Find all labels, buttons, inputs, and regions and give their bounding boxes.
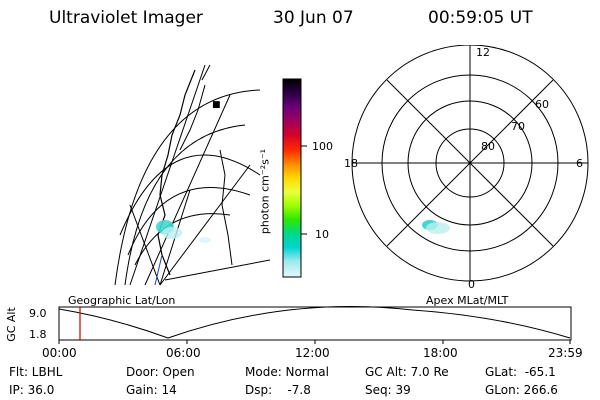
timeline-xtick-1800: 18:00 [423, 346, 458, 360]
instrument-title: Ultraviolet Imager [49, 8, 203, 28]
info-glon: GLon: 266.6 [485, 383, 558, 397]
colorbar-tick-100: 100 [312, 140, 333, 153]
mlt-label-18: 18 [344, 157, 358, 170]
timeline-xtick-1200: 12:00 [295, 346, 330, 360]
info-ip: IP: 36.0 [9, 383, 55, 397]
colorbar [282, 78, 307, 278]
time-label: 00:59:05 UT [428, 8, 533, 28]
right-projection-label: Apex MLat/MLT [426, 294, 509, 307]
info-gc-alt: GC Alt: 7.0 Re [365, 365, 449, 379]
info-gain: Gain: 14 [126, 383, 177, 397]
timeline-xtick-0600: 06:00 [166, 346, 201, 360]
timeline-xtick-0000: 00:00 [42, 346, 77, 360]
info-door: Door: Open [126, 365, 195, 379]
lat-label-60: 60 [535, 98, 549, 111]
map-dot: ■ [212, 100, 221, 110]
colorbar-tick-10: 10 [315, 228, 329, 241]
lat-label-80: 80 [481, 140, 495, 153]
lat-label-70: 70 [511, 120, 525, 133]
geographic-map [114, 64, 270, 286]
date-label: 30 Jun 07 [273, 8, 354, 28]
info-flt: Flt: LBHL [9, 365, 63, 379]
timeline-ytick-1-8: 1.8 [29, 328, 47, 341]
info-seq: Seq: 39 [365, 383, 411, 397]
mlt-label-6: 6 [576, 157, 583, 170]
colorbar-unit-label: photon cm⁻²s⁻¹ [258, 148, 272, 235]
info-mode: Mode: Normal [245, 365, 329, 379]
mlt-label-12: 12 [476, 46, 490, 59]
mlt-label-0: 0 [468, 278, 475, 291]
info-dsp: Dsp: -7.8 [245, 383, 311, 397]
timeline-axis-label: GC Alt [4, 307, 18, 342]
timeline-plot [58, 306, 572, 344]
info-glat: GLat: -65.1 [485, 365, 556, 379]
left-projection-label: Geographic Lat/Lon [68, 294, 176, 307]
timeline-ytick-9: 9.0 [29, 307, 47, 320]
timeline-xtick-2359: 23:59 [548, 346, 583, 360]
polar-dial [351, 45, 589, 282]
